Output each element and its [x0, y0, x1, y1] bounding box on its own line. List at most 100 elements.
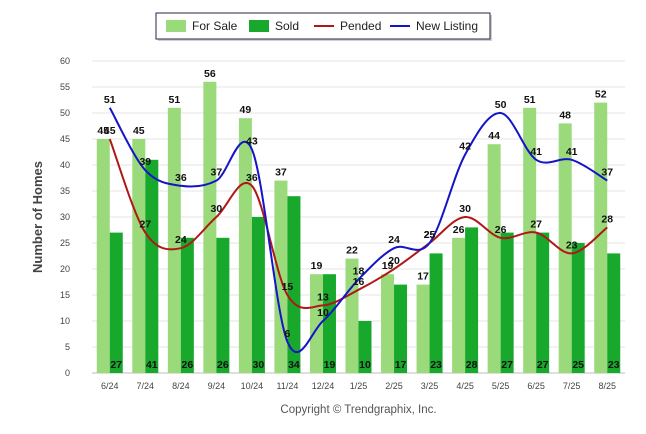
data-label-sold: 30 [253, 359, 265, 371]
data-label-new-listing: 24 [388, 234, 400, 246]
x-tick-label: 7/24 [137, 381, 155, 391]
data-label-for-sale: 48 [559, 109, 571, 121]
y-tick-label: 50 [60, 108, 70, 118]
bar-sold [109, 232, 123, 373]
y-axis-label: Number of Homes [30, 161, 45, 273]
bar-for-sale [345, 258, 359, 373]
y-tick-label: 40 [60, 160, 70, 170]
x-tick-label: 2/25 [385, 381, 403, 391]
bar-sold [500, 232, 514, 373]
bar-sold [429, 253, 443, 373]
bar-for-sale [523, 107, 537, 374]
bar-sold [216, 237, 230, 373]
bar-for-sale [558, 123, 572, 374]
legend-label-pended: Pended [340, 19, 381, 33]
x-tick-label: 10/24 [241, 381, 264, 391]
data-label-new-listing: 6 [285, 328, 291, 340]
x-axis-ticks: 6/24 7/24 8/24 9/24 10/24 11/24 12/24 1/25 2/25 3… [101, 381, 616, 391]
data-label-for-sale: 17 [417, 271, 429, 283]
data-label-for-sale: 51 [524, 94, 536, 106]
data-label-for-sale: 44 [488, 130, 500, 142]
x-tick-label: 11/24 [277, 381, 299, 391]
data-label-pended: 25 [424, 229, 436, 241]
bar-sold [180, 237, 194, 373]
data-label-pended: 45 [104, 125, 116, 137]
data-label-new-listing: 39 [139, 156, 151, 168]
data-label-pended: 20 [388, 255, 400, 267]
data-label-for-sale: 22 [346, 245, 358, 257]
legend-label-sold: Sold [275, 19, 299, 33]
data-label-for-sale: 45 [133, 125, 145, 137]
bar-sold [607, 253, 621, 373]
y-tick-label: 15 [60, 290, 70, 300]
data-label-new-listing: 10 [317, 307, 329, 319]
data-label-sold: 23 [608, 359, 620, 371]
data-label-for-sale: 49 [240, 104, 252, 116]
data-label-for-sale: 45 [97, 125, 109, 137]
data-label-pended: 13 [317, 291, 329, 303]
y-tick-label: 30 [60, 212, 70, 222]
bar-for-sale [452, 237, 466, 373]
data-label-for-sale: 51 [168, 94, 180, 106]
bar-for-sale [381, 274, 395, 373]
data-label-pended: 23 [566, 239, 578, 251]
data-label-sold: 34 [288, 359, 300, 371]
data-label-sold: 27 [501, 359, 513, 371]
x-tick-label: 8/24 [172, 381, 190, 391]
bar-sold [287, 196, 301, 373]
data-label-pended: 26 [495, 224, 507, 236]
data-label-pended: 28 [601, 213, 613, 225]
legend-swatch-sold [249, 20, 269, 32]
x-tick-label: 6/24 [101, 381, 119, 391]
bars [96, 81, 621, 374]
bar-sold [145, 159, 159, 373]
y-tick-label: 60 [60, 56, 70, 66]
line-new-listing [108, 107, 608, 353]
data-label-pended: 24 [175, 234, 187, 246]
x-tick-label: 12/24 [312, 381, 335, 391]
bar-for-sale [203, 81, 217, 374]
data-label-for-sale: 19 [311, 260, 323, 272]
legend: For Sale Sold Pended New Listing [155, 12, 492, 41]
bar-for-sale [132, 139, 146, 373]
data-label-pended: 16 [353, 276, 365, 288]
bar-sold [251, 217, 265, 373]
bar-sold [322, 274, 336, 373]
bar-for-sale [167, 107, 181, 374]
data-label-sold: 27 [537, 359, 549, 371]
legend-swatch-for-sale [166, 20, 186, 32]
lines [108, 107, 608, 353]
data-label-new-listing: 42 [459, 141, 471, 153]
data-label-new-listing: 43 [246, 135, 258, 147]
data-label-new-listing: 51 [104, 94, 116, 106]
data-label-for-sale: 52 [595, 89, 607, 101]
bar-sold [571, 243, 585, 373]
data-label-for-sale: 19 [382, 260, 394, 272]
data-label-sold: 26 [181, 359, 193, 371]
bar-for-sale [309, 274, 323, 373]
x-tick-label: 7/25 [563, 381, 581, 391]
y-tick-label: 20 [60, 264, 70, 274]
y-axis-ticks: 0 5 10 15 20 25 30 35 40 45 50 55 60 [60, 56, 70, 378]
x-tick-label: 4/25 [456, 381, 474, 391]
y-tick-label: 25 [60, 238, 70, 248]
x-tick-label: 3/25 [421, 381, 439, 391]
bar-for-sale [416, 284, 430, 373]
data-label-new-listing: 36 [175, 172, 187, 184]
bar-sold [536, 232, 550, 373]
data-label-new-listing: 37 [211, 167, 223, 179]
data-label-pended: 30 [459, 203, 471, 215]
data-label-sold: 23 [430, 359, 442, 371]
data-label-sold: 25 [572, 359, 584, 371]
data-label-for-sale: 56 [204, 68, 216, 80]
x-tick-label: 8/25 [598, 381, 616, 391]
data-label-new-listing: 41 [566, 146, 578, 158]
data-label-new-listing: 18 [353, 265, 365, 277]
bar-sold [394, 284, 408, 373]
y-tick-label: 55 [60, 82, 70, 92]
y-tick-label: 10 [60, 316, 70, 326]
x-tick-label: 6/25 [527, 381, 545, 391]
x-tick-label: 9/24 [208, 381, 226, 391]
